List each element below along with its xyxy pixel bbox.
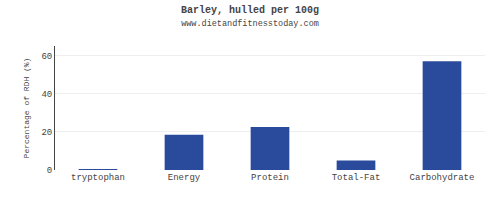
svg-text:0: 0: [47, 166, 52, 176]
svg-text:60: 60: [41, 52, 52, 62]
svg-text:20: 20: [41, 128, 52, 138]
svg-text:Protein: Protein: [251, 173, 289, 183]
svg-text:tryptophan: tryptophan: [71, 173, 125, 183]
svg-text:Barley, hulled per 100gwww.die: Barley, hulled per 100gwww.dietandfitnes…: [181, 5, 319, 29]
svg-text:Carbohydrate: Carbohydrate: [410, 173, 475, 183]
svg-text:Energy: Energy: [168, 173, 201, 183]
svg-text:Total-Fat: Total-Fat: [332, 173, 381, 183]
svg-text:Percentage of RDH (%): Percentage of RDH (%): [22, 58, 31, 159]
svg-text:40: 40: [41, 90, 52, 100]
